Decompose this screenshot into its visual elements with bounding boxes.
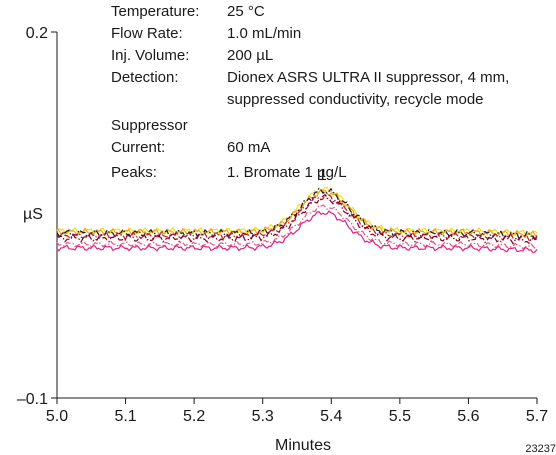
- x-tick-label: 5.0: [46, 408, 68, 425]
- figure-id: 23237: [525, 443, 556, 455]
- x-tick-label: 5.5: [389, 408, 411, 425]
- chromatogram-trace: [56, 186, 538, 237]
- chromatogram-trace: [56, 194, 538, 242]
- y-axis-title: µS: [23, 206, 43, 223]
- peak-label: 1: [318, 167, 327, 184]
- chromatogram-trace: [56, 187, 538, 241]
- y-tick-label: 0.2: [26, 25, 48, 42]
- chromatogram-trace: [56, 204, 538, 250]
- x-tick-label: 5.7: [526, 408, 548, 425]
- x-tick-label: 5.6: [457, 408, 479, 425]
- x-tick-label: 5.4: [320, 408, 342, 425]
- x-tick-label: 5.3: [252, 408, 274, 425]
- chromatogram-trace: [56, 193, 538, 245]
- y-tick-label: –0.1: [17, 391, 48, 408]
- x-tick-label: 5.2: [183, 408, 205, 425]
- chromatogram-trace: [56, 188, 538, 239]
- chart-traces: [56, 186, 538, 254]
- x-axis-title: Minutes: [275, 437, 331, 454]
- chart-axes: [51, 31, 538, 404]
- chart-labels: 5.0 5.1 5.2 5.3 5.4 5.5 5.6 5.7 –0.1 0.2 µS Minutes…: [17, 25, 556, 455]
- x-tick-label: 5.1: [114, 408, 136, 425]
- chromatogram-trace: [56, 210, 538, 254]
